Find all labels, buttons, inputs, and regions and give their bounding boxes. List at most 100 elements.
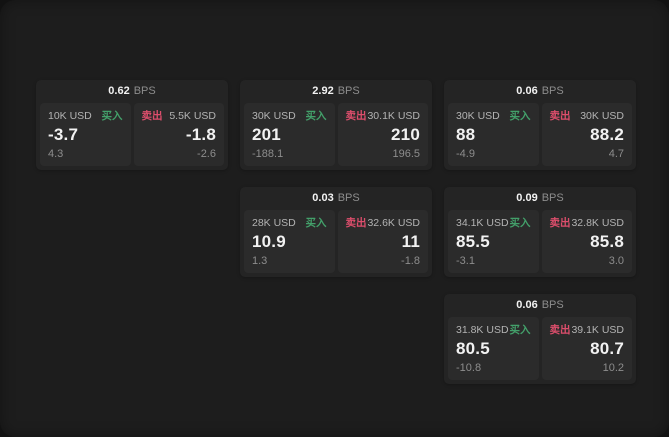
quote-card: 0.03 BPS 28K USD 买入 10.9 1.3 卖出 32.6K US…: [240, 187, 432, 277]
buy-notional-label: 30K USD: [252, 110, 296, 122]
card-body: 31.8K USD 买入 80.5 -10.8 卖出 39.1K USD 80.…: [444, 317, 636, 384]
bps-value: 0.06: [516, 299, 538, 311]
buy-change-value: -3.1: [456, 254, 475, 267]
bps-unit-label: BPS: [133, 85, 156, 97]
sell-panel-top: 卖出 32.8K USD: [550, 217, 625, 230]
sell-change-value: 3.0: [608, 254, 624, 267]
buy-side-badge: 买入: [305, 217, 327, 229]
buy-panel-top: 31.8K USD 买入: [456, 324, 531, 337]
sell-panel[interactable]: 卖出 30.1K USD 210 196.5: [337, 103, 428, 166]
quote-card: 0.62 BPS 10K USD 买入 -3.7 4.3 卖出 5.5K USD…: [36, 80, 228, 170]
buy-panel-top: 30K USD 买入: [252, 110, 327, 123]
buy-panel[interactable]: 10K USD 买入 -3.7 4.3: [40, 103, 131, 166]
buy-panel[interactable]: 31.8K USD 买入 80.5 -10.8: [448, 317, 539, 380]
card-header: 0.09 BPS: [444, 187, 636, 210]
card-header: 2.92 BPS: [240, 80, 432, 103]
sell-side-badge: 卖出: [549, 217, 571, 229]
sell-notional-label: 32.8K USD: [571, 217, 624, 229]
bps-unit-label: BPS: [337, 192, 360, 204]
buy-panel-top: 30K USD 买入: [456, 110, 531, 123]
sell-side-badge: 卖出: [549, 110, 571, 122]
bps-unit-label: BPS: [541, 85, 564, 97]
buy-notional-label: 10K USD: [48, 110, 92, 122]
buy-notional-label: 28K USD: [252, 217, 296, 229]
card-header: 0.62 BPS: [36, 80, 228, 103]
sell-price-value: 11: [401, 231, 420, 251]
buy-price-value: -3.7: [48, 124, 79, 144]
buy-panel-top: 10K USD 买入: [48, 110, 123, 123]
sell-panel[interactable]: 卖出 30K USD 88.2 4.7: [541, 103, 632, 166]
card-body: 30K USD 买入 201 -188.1 卖出 30.1K USD 210 1…: [240, 103, 432, 170]
sell-change-value: 4.7: [608, 147, 624, 160]
sell-notional-label: 5.5K USD: [169, 110, 216, 122]
sell-panel-top: 卖出 39.1K USD: [550, 324, 625, 337]
bps-value: 0.09: [516, 192, 538, 204]
buy-panel[interactable]: 28K USD 买入 10.9 1.3: [244, 210, 335, 273]
sell-panel[interactable]: 卖出 32.8K USD 85.8 3.0: [541, 210, 632, 273]
quote-card: 0.09 BPS 34.1K USD 买入 85.5 -3.1 卖出 32.8K…: [444, 187, 636, 277]
sell-panel-top: 卖出 30K USD: [550, 110, 625, 123]
buy-side-badge: 买入: [509, 217, 531, 229]
sell-notional-label: 30K USD: [580, 110, 624, 122]
buy-side-badge: 买入: [101, 110, 123, 122]
bps-value: 2.92: [312, 85, 334, 97]
buy-change-value: -4.9: [456, 147, 475, 160]
sell-side-badge: 卖出: [141, 110, 163, 122]
sell-price-value: 85.8: [590, 231, 624, 251]
sell-price-value: 80.7: [590, 338, 624, 358]
sell-panel[interactable]: 卖出 39.1K USD 80.7 10.2: [541, 317, 632, 380]
sell-notional-label: 32.6K USD: [367, 217, 420, 229]
buy-panel[interactable]: 34.1K USD 买入 85.5 -3.1: [448, 210, 539, 273]
buy-side-badge: 买入: [509, 324, 531, 336]
sell-panel[interactable]: 卖出 32.6K USD 11 -1.8: [337, 210, 428, 273]
buy-notional-label: 30K USD: [456, 110, 500, 122]
buy-panel-top: 34.1K USD 买入: [456, 217, 531, 230]
bps-value: 0.06: [516, 85, 538, 97]
card-body: 28K USD 买入 10.9 1.3 卖出 32.6K USD 11 -1.8: [240, 210, 432, 277]
sell-panel-top: 卖出 32.6K USD: [346, 217, 421, 230]
buy-change-value: -10.8: [456, 361, 482, 374]
buy-panel-top: 28K USD 买入: [252, 217, 327, 230]
sell-change-value: 10.2: [602, 361, 624, 374]
sell-price-value: -1.8: [185, 124, 216, 144]
card-header: 0.03 BPS: [240, 187, 432, 210]
bps-unit-label: BPS: [541, 299, 564, 311]
buy-change-value: -188.1: [252, 147, 284, 160]
buy-change-value: 4.3: [48, 147, 64, 160]
buy-price-value: 80.5: [456, 338, 490, 358]
quote-card: 2.92 BPS 30K USD 买入 201 -188.1 卖出 30.1K …: [240, 80, 432, 170]
sell-side-badge: 卖出: [345, 217, 367, 229]
card-grid: 0.62 BPS 10K USD 买入 -3.7 4.3 卖出 5.5K USD…: [36, 80, 636, 384]
buy-notional-label: 31.8K USD: [456, 324, 509, 336]
buy-price-value: 201: [252, 124, 281, 144]
sell-panel-top: 卖出 5.5K USD: [142, 110, 217, 123]
sell-side-badge: 卖出: [549, 324, 571, 336]
card-header: 0.06 BPS: [444, 80, 636, 103]
sell-notional-label: 30.1K USD: [367, 110, 420, 122]
buy-notional-label: 34.1K USD: [456, 217, 509, 229]
bps-value: 0.62: [108, 85, 130, 97]
buy-price-value: 85.5: [456, 231, 490, 251]
card-body: 34.1K USD 买入 85.5 -3.1 卖出 32.8K USD 85.8…: [444, 210, 636, 277]
buy-price-value: 10.9: [252, 231, 286, 251]
card-body: 30K USD 买入 88 -4.9 卖出 30K USD 88.2 4.7: [444, 103, 636, 170]
quote-card: 0.06 BPS 31.8K USD 买入 80.5 -10.8 卖出 39.1…: [444, 294, 636, 384]
card-body: 10K USD 买入 -3.7 4.3 卖出 5.5K USD -1.8 -2.…: [36, 103, 228, 170]
buy-change-value: 1.3: [252, 254, 268, 267]
buy-panel[interactable]: 30K USD 买入 201 -188.1: [244, 103, 335, 166]
sell-panel-top: 卖出 30.1K USD: [346, 110, 421, 123]
bps-value: 0.03: [312, 192, 334, 204]
quote-card: 0.06 BPS 30K USD 买入 88 -4.9 卖出 30K USD 8…: [444, 80, 636, 170]
sell-change-value: -1.8: [401, 254, 420, 267]
sell-notional-label: 39.1K USD: [571, 324, 624, 336]
sell-price-value: 210: [391, 124, 420, 144]
buy-price-value: 88: [456, 124, 476, 144]
bps-unit-label: BPS: [541, 192, 564, 204]
sell-panel[interactable]: 卖出 5.5K USD -1.8 -2.6: [133, 103, 224, 166]
buy-panel[interactable]: 30K USD 买入 88 -4.9: [448, 103, 539, 166]
sell-price-value: 88.2: [590, 124, 624, 144]
buy-side-badge: 买入: [509, 110, 531, 122]
sell-change-value: -2.6: [197, 147, 216, 160]
buy-side-badge: 买入: [305, 110, 327, 122]
